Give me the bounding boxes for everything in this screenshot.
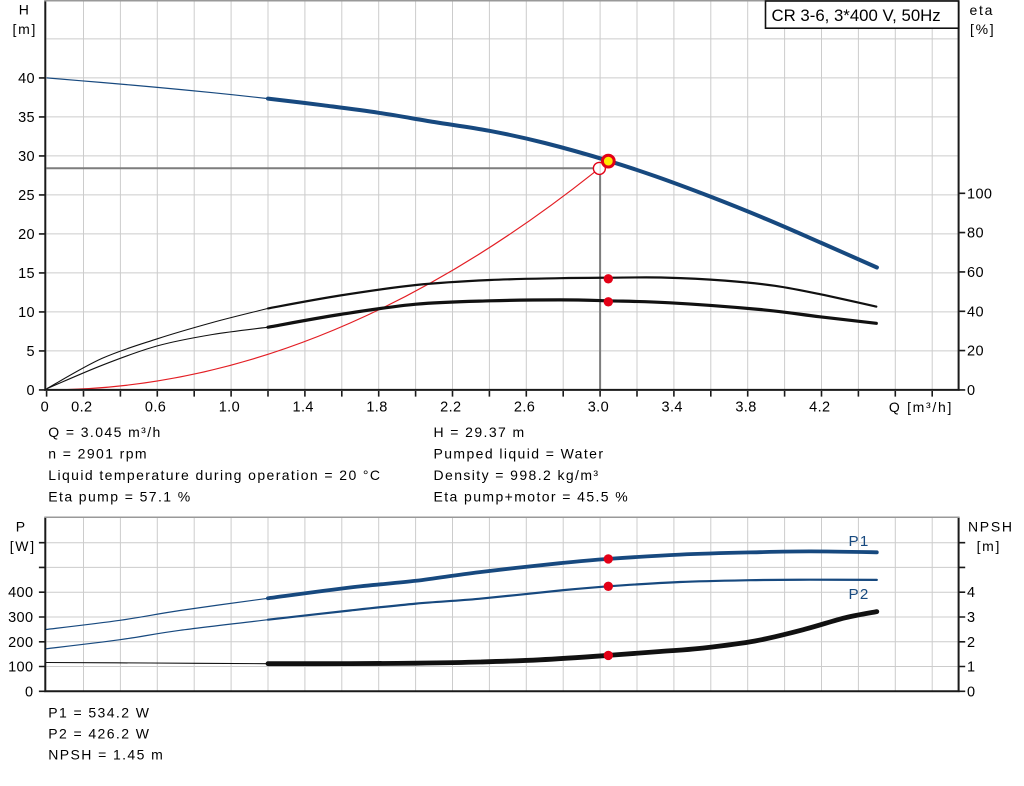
svg-text:400: 400 <box>8 585 33 601</box>
svg-text:1.8: 1.8 <box>366 399 387 415</box>
svg-text:P: P <box>16 519 27 535</box>
svg-text:CR 3-6, 3*400 V, 50Hz: CR 3-6, 3*400 V, 50Hz <box>772 6 941 25</box>
svg-text:0: 0 <box>41 399 49 415</box>
svg-text:0.2: 0.2 <box>71 399 92 415</box>
svg-text:2.2: 2.2 <box>440 399 461 415</box>
svg-text:Eta pump+motor = 45.5 %: Eta pump+motor = 45.5 % <box>434 489 630 505</box>
svg-text:H: H <box>19 2 31 18</box>
svg-text:Pumped liquid = Water: Pumped liquid = Water <box>434 446 605 462</box>
svg-text:100: 100 <box>8 660 33 676</box>
svg-text:[W]: [W] <box>10 538 36 554</box>
svg-text:n = 2901 rpm: n = 2901 rpm <box>48 446 148 462</box>
svg-text:1.0: 1.0 <box>219 399 240 415</box>
svg-text:4: 4 <box>967 585 975 601</box>
svg-text:1: 1 <box>967 660 975 676</box>
svg-text:Q = 3.045 m³/h: Q = 3.045 m³/h <box>48 424 161 440</box>
svg-text:0: 0 <box>967 383 975 399</box>
svg-text:200: 200 <box>8 635 33 651</box>
svg-text:NPSH = 1.45 m: NPSH = 1.45 m <box>48 746 164 762</box>
svg-text:H = 29.37 m: H = 29.37 m <box>434 424 526 440</box>
svg-text:Eta pump = 57.1 %: Eta pump = 57.1 % <box>48 489 191 505</box>
svg-text:P1 = 534.2 W: P1 = 534.2 W <box>48 704 150 720</box>
svg-text:[m]: [m] <box>13 21 38 37</box>
svg-text:0: 0 <box>967 684 975 700</box>
svg-text:eta: eta <box>970 2 995 18</box>
svg-text:0: 0 <box>25 684 33 700</box>
svg-text:2: 2 <box>967 635 975 651</box>
svg-text:[m]: [m] <box>977 538 1002 554</box>
svg-text:40: 40 <box>18 71 35 87</box>
svg-text:80: 80 <box>967 226 984 242</box>
svg-text:10: 10 <box>18 305 35 321</box>
svg-text:20: 20 <box>18 227 35 243</box>
svg-text:5: 5 <box>27 344 35 360</box>
svg-text:NPSH: NPSH <box>968 519 1014 535</box>
svg-text:3.4: 3.4 <box>662 399 683 415</box>
svg-text:0: 0 <box>27 383 35 399</box>
svg-text:0.6: 0.6 <box>145 399 166 415</box>
svg-text:[%]: [%] <box>970 21 995 37</box>
svg-text:P2: P2 <box>849 586 870 603</box>
svg-text:3.8: 3.8 <box>735 399 756 415</box>
svg-text:35: 35 <box>18 110 35 126</box>
svg-text:3: 3 <box>967 610 975 626</box>
svg-text:3.0: 3.0 <box>588 399 609 415</box>
svg-text:100: 100 <box>967 186 992 202</box>
svg-text:20: 20 <box>967 344 984 360</box>
svg-text:Density = 998.2 kg/m³: Density = 998.2 kg/m³ <box>434 467 600 483</box>
svg-text:30: 30 <box>18 149 35 165</box>
svg-text:15: 15 <box>18 266 35 282</box>
svg-text:40: 40 <box>967 304 984 320</box>
svg-text:60: 60 <box>967 265 984 281</box>
svg-text:Q [m³/h]: Q [m³/h] <box>889 399 953 415</box>
svg-text:4.2: 4.2 <box>809 399 830 415</box>
svg-text:25: 25 <box>18 188 35 204</box>
svg-text:P2 = 426.2 W: P2 = 426.2 W <box>48 725 150 741</box>
svg-text:Liquid temperature during oper: Liquid temperature during operation = 20… <box>48 467 381 483</box>
svg-text:1.4: 1.4 <box>293 399 314 415</box>
svg-text:300: 300 <box>8 610 33 626</box>
svg-text:P1: P1 <box>849 533 870 550</box>
svg-text:2.6: 2.6 <box>514 399 535 415</box>
